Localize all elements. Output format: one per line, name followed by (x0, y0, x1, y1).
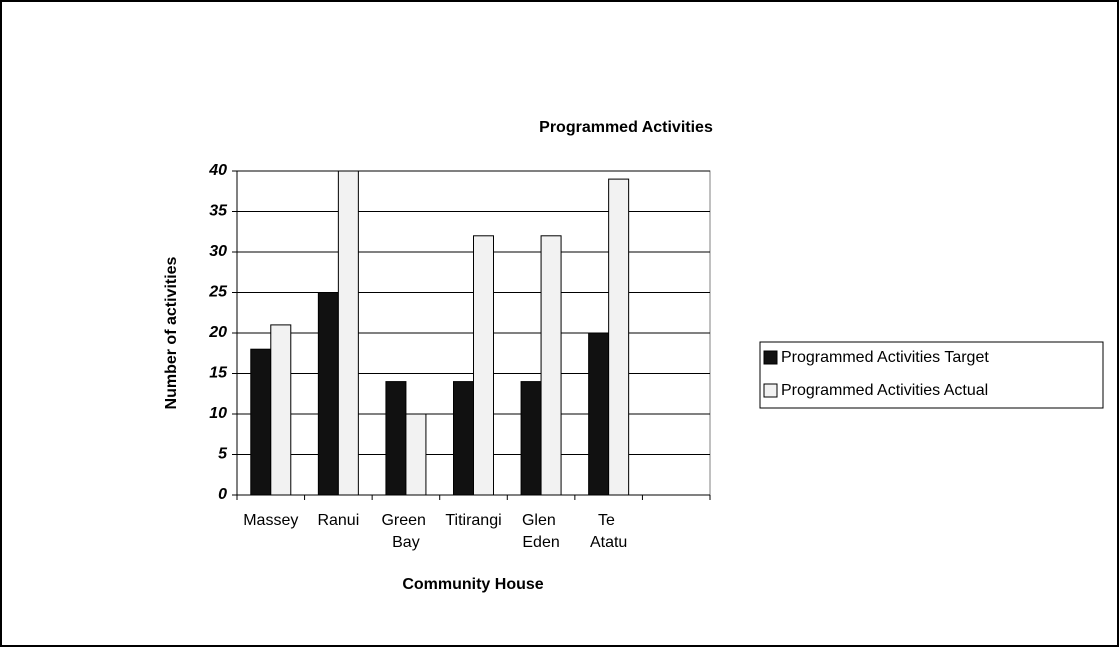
bar (250, 348, 272, 496)
legend-label: Programmed Activities Actual (781, 382, 988, 399)
y-tick-label: 0 (218, 486, 227, 503)
bar (405, 413, 427, 496)
bar (540, 235, 562, 496)
x-tick-label: Glen Eden (522, 512, 560, 551)
legend-box (759, 341, 1104, 409)
y-tick-label: 5 (218, 446, 228, 463)
bar (270, 324, 292, 496)
bar (473, 235, 494, 496)
y-tick-label: 30 (209, 243, 227, 260)
y-tick-label: 35 (209, 203, 228, 220)
x-axis-title: Community House (402, 576, 543, 593)
x-tick-label: Ranui (317, 512, 359, 529)
legend-label: Programmed Activities Target (781, 349, 989, 366)
legend-swatch (763, 350, 778, 365)
y-tick-label: 40 (208, 162, 227, 179)
chart-title: Programmed Activities (539, 119, 713, 136)
bar (337, 170, 359, 496)
x-tick-label: Massey (243, 512, 298, 529)
x-tick-label: Green Bay (381, 512, 430, 551)
y-tick-label: 15 (209, 365, 228, 382)
legend-swatch (763, 383, 778, 398)
x-tick-label: Te Atatu (590, 512, 627, 551)
y-tick-label: 10 (209, 405, 227, 422)
x-tick-label: Titirangi (445, 512, 501, 529)
bar (520, 381, 542, 496)
y-axis-title: Number of activities (163, 256, 180, 409)
y-tick-label: 25 (208, 284, 228, 301)
bar (588, 332, 610, 496)
bar (385, 381, 407, 496)
bar (453, 381, 474, 496)
bar (317, 292, 339, 496)
y-tick-label: 20 (208, 324, 227, 341)
bar (608, 178, 630, 496)
